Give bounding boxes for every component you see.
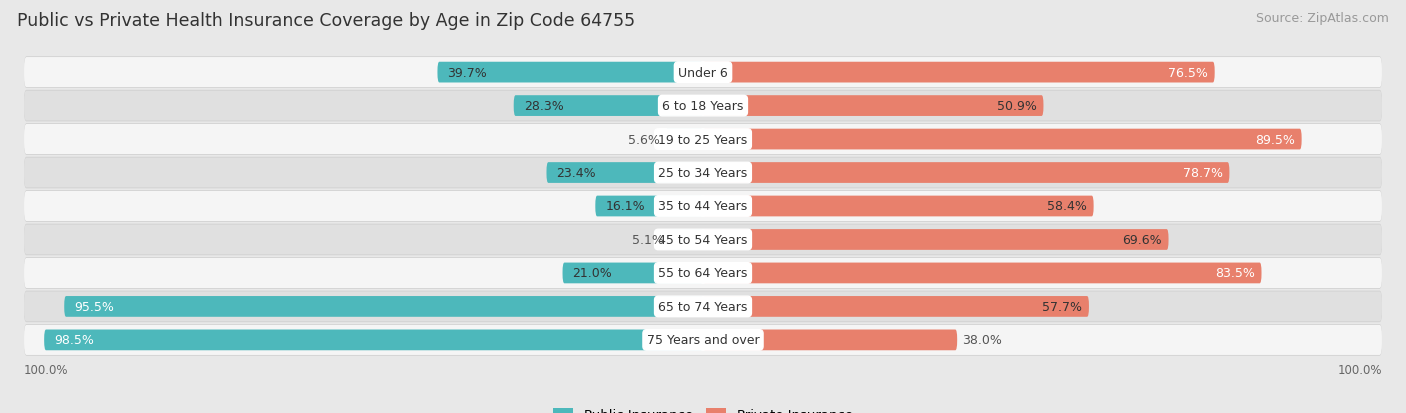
FancyBboxPatch shape — [24, 124, 1382, 155]
Text: 100.0%: 100.0% — [24, 363, 69, 376]
FancyBboxPatch shape — [24, 324, 1382, 356]
Text: 65 to 74 Years: 65 to 74 Years — [658, 300, 748, 313]
Text: 76.5%: 76.5% — [1168, 66, 1208, 79]
FancyBboxPatch shape — [669, 230, 703, 250]
Text: 58.4%: 58.4% — [1047, 200, 1087, 213]
FancyBboxPatch shape — [44, 330, 703, 350]
Text: 78.7%: 78.7% — [1182, 166, 1223, 180]
FancyBboxPatch shape — [703, 230, 1168, 250]
Text: 75 Years and over: 75 Years and over — [647, 334, 759, 347]
FancyBboxPatch shape — [24, 191, 1382, 222]
Text: 21.0%: 21.0% — [572, 267, 613, 280]
Text: Source: ZipAtlas.com: Source: ZipAtlas.com — [1256, 12, 1389, 25]
Text: 45 to 54 Years: 45 to 54 Years — [658, 233, 748, 247]
Text: 95.5%: 95.5% — [75, 300, 114, 313]
FancyBboxPatch shape — [703, 196, 1094, 217]
Text: 83.5%: 83.5% — [1215, 267, 1254, 280]
FancyBboxPatch shape — [24, 158, 1382, 188]
Text: 5.6%: 5.6% — [628, 133, 661, 146]
Text: 98.5%: 98.5% — [55, 334, 94, 347]
Text: 57.7%: 57.7% — [1042, 300, 1083, 313]
FancyBboxPatch shape — [24, 291, 1382, 323]
Text: Under 6: Under 6 — [678, 66, 728, 79]
FancyBboxPatch shape — [24, 258, 1382, 289]
Text: 55 to 64 Years: 55 to 64 Years — [658, 267, 748, 280]
FancyBboxPatch shape — [703, 163, 1229, 183]
FancyBboxPatch shape — [24, 292, 1382, 322]
FancyBboxPatch shape — [703, 129, 1302, 150]
FancyBboxPatch shape — [513, 96, 703, 117]
Text: 35 to 44 Years: 35 to 44 Years — [658, 200, 748, 213]
FancyBboxPatch shape — [24, 258, 1382, 288]
Text: 50.9%: 50.9% — [997, 100, 1036, 113]
FancyBboxPatch shape — [562, 263, 703, 284]
Legend: Public Insurance, Private Insurance: Public Insurance, Private Insurance — [548, 402, 858, 413]
FancyBboxPatch shape — [24, 192, 1382, 221]
Text: 39.7%: 39.7% — [447, 66, 488, 79]
Text: 89.5%: 89.5% — [1256, 133, 1295, 146]
FancyBboxPatch shape — [24, 125, 1382, 155]
Text: 38.0%: 38.0% — [963, 334, 1002, 347]
FancyBboxPatch shape — [24, 58, 1382, 88]
FancyBboxPatch shape — [24, 325, 1382, 355]
Text: 16.1%: 16.1% — [606, 200, 645, 213]
Text: 25 to 34 Years: 25 to 34 Years — [658, 166, 748, 180]
FancyBboxPatch shape — [24, 224, 1382, 256]
Text: 19 to 25 Years: 19 to 25 Years — [658, 133, 748, 146]
FancyBboxPatch shape — [24, 157, 1382, 189]
Text: 100.0%: 100.0% — [1337, 363, 1382, 376]
Text: 69.6%: 69.6% — [1122, 233, 1161, 247]
Text: 28.3%: 28.3% — [524, 100, 564, 113]
Text: Public vs Private Health Insurance Coverage by Age in Zip Code 64755: Public vs Private Health Insurance Cover… — [17, 12, 636, 30]
Text: 23.4%: 23.4% — [557, 166, 596, 180]
FancyBboxPatch shape — [547, 163, 703, 183]
FancyBboxPatch shape — [703, 96, 1043, 117]
FancyBboxPatch shape — [703, 330, 957, 350]
FancyBboxPatch shape — [437, 63, 703, 83]
FancyBboxPatch shape — [24, 57, 1382, 89]
FancyBboxPatch shape — [703, 63, 1215, 83]
FancyBboxPatch shape — [24, 90, 1382, 122]
FancyBboxPatch shape — [24, 225, 1382, 255]
Text: 6 to 18 Years: 6 to 18 Years — [662, 100, 744, 113]
FancyBboxPatch shape — [24, 91, 1382, 121]
FancyBboxPatch shape — [665, 129, 703, 150]
FancyBboxPatch shape — [65, 296, 703, 317]
Text: 5.1%: 5.1% — [631, 233, 664, 247]
FancyBboxPatch shape — [703, 296, 1088, 317]
FancyBboxPatch shape — [703, 263, 1261, 284]
FancyBboxPatch shape — [595, 196, 703, 217]
